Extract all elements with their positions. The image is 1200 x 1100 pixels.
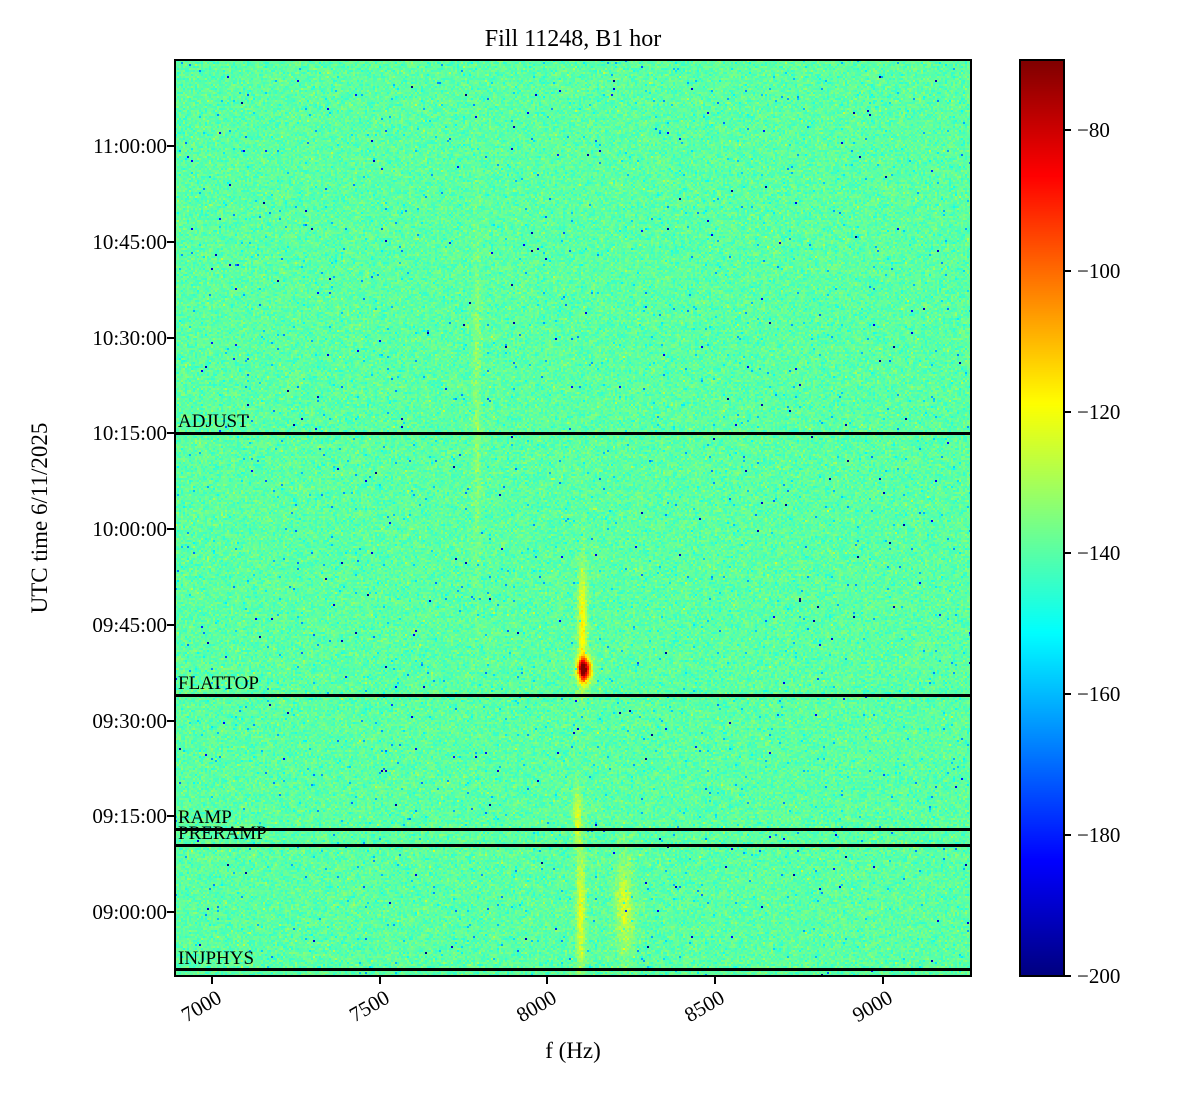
colorbar-tick-mark	[1064, 129, 1071, 132]
colorbar-tick-label: −120	[1077, 400, 1121, 425]
x-axis-label: f (Hz)	[545, 1038, 601, 1063]
colorbar-tick-mark	[1064, 411, 1071, 414]
beam-mode-line	[175, 843, 971, 847]
x-tick-mark	[546, 976, 549, 984]
x-tick-mark	[378, 976, 381, 984]
beam-mode-line	[175, 968, 971, 972]
y-tick-label: 09:45:00	[92, 612, 167, 637]
y-tick-mark	[167, 911, 175, 914]
y-tick-mark	[167, 815, 175, 818]
spectrogram-heatmap	[175, 60, 971, 976]
colorbar-tick-label: −200	[1077, 964, 1121, 988]
colorbar-tick-mark	[1064, 975, 1071, 977]
beam-mode-label: RAMP	[178, 807, 232, 829]
x-tick-mark	[714, 976, 717, 984]
colorbar-tick-label: −160	[1077, 682, 1121, 707]
colorbar-tick-label: −80	[1077, 118, 1110, 143]
colorbar-tick-mark	[1064, 552, 1071, 555]
y-tick-label: 10:45:00	[92, 229, 167, 254]
colorbar-tick-mark	[1064, 693, 1071, 696]
beam-mode-label: INJPHYS	[178, 947, 255, 969]
y-tick-label: 10:30:00	[92, 325, 167, 350]
chart-title: Fill 11248, B1 hor	[484, 26, 662, 52]
y-tick-mark	[167, 145, 175, 148]
x-tick-mark	[881, 976, 884, 984]
beam-mode-label: ADJUST	[178, 411, 249, 433]
y-tick-label: 09:30:00	[92, 708, 167, 733]
beam-mode-line	[175, 693, 971, 697]
colorbar-gradient	[1020, 60, 1064, 976]
y-tick-mark	[167, 719, 175, 722]
colorbar-tick-mark	[1064, 834, 1071, 837]
beam-mode-line	[175, 827, 971, 831]
plot-area: INJPHYS PRERAMP RAMP FLATTOP ADJUST	[175, 60, 971, 976]
y-tick-label: 11:00:00	[93, 134, 167, 159]
y-tick-mark	[167, 240, 175, 243]
colorbar	[1020, 60, 1064, 976]
y-tick-mark	[167, 528, 175, 531]
y-tick-mark	[167, 432, 175, 435]
y-tick-mark	[167, 336, 175, 339]
beam-mode-line	[175, 431, 971, 435]
y-tick-label: 10:15:00	[92, 421, 167, 446]
y-tick-label: 09:00:00	[92, 900, 167, 925]
colorbar-tick-mark	[1064, 270, 1071, 273]
x-tick-mark	[210, 976, 213, 984]
y-tick-label: 09:15:00	[92, 804, 167, 829]
colorbar-tick-label: −100	[1077, 259, 1121, 284]
y-tick-label: 10:00:00	[92, 517, 167, 542]
colorbar-tick-label: −140	[1077, 541, 1121, 566]
y-tick-mark	[167, 623, 175, 626]
beam-mode-label: FLATTOP	[178, 673, 259, 695]
colorbar-tick-label: −180	[1077, 823, 1121, 848]
